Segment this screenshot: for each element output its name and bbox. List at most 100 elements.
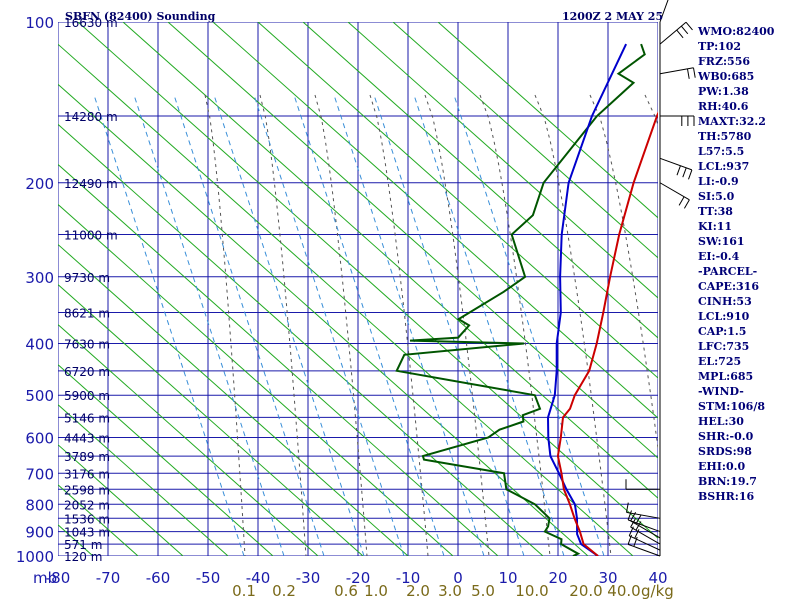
- temperature-tick-label: -70: [96, 569, 121, 587]
- dry-adiabat-line: [58, 363, 274, 556]
- dry-adiabat-line: [58, 123, 544, 556]
- temperature-tick-label: 10: [498, 569, 517, 587]
- wind-barb-flag: [626, 502, 629, 513]
- mixing-ratio-label: 40.0: [607, 582, 640, 600]
- temperature-tick-label: 20: [548, 569, 567, 587]
- index-label: EI:-0.4: [698, 250, 740, 263]
- temperature-tick-label: 30: [598, 569, 617, 587]
- pressure-tick-label: 800: [25, 496, 54, 514]
- wind-barb-flag: [688, 169, 693, 180]
- pressure-tick-label: 600: [25, 430, 54, 448]
- sounding-time: 1200Z 2 MAY 25: [562, 10, 663, 23]
- dry-adiabat-line: [392, 22, 658, 259]
- station-title: SBFN (82400) Sounding: [65, 10, 216, 23]
- pressure-unit-label: mb: [33, 569, 57, 587]
- mixing-ratio-label: 2.0: [406, 582, 430, 600]
- temperature-tick-label: -20: [346, 569, 371, 587]
- wind-barb: [659, 21, 693, 45]
- wind-barb-flag: [693, 67, 696, 78]
- temperature-tick-label: -10: [396, 569, 421, 587]
- moist-adiabat-line: [259, 94, 307, 556]
- height-label: 1536 m: [64, 512, 110, 526]
- dry-adiabat-line: [122, 22, 658, 499]
- index-label: SRDS:98: [698, 445, 752, 458]
- mixing-ratio-label: 0.6: [334, 582, 358, 600]
- mixing-ratio-label: 5.0: [471, 582, 495, 600]
- index-label: WMO:82400: [697, 25, 775, 38]
- index-label: LI:-0.9: [698, 175, 739, 188]
- height-label: 5146 m: [64, 411, 110, 425]
- index-label: LCL:937: [698, 160, 749, 173]
- dry-adiabat-line: [167, 22, 658, 459]
- mixing-ratio-unit: g/kg: [641, 582, 674, 600]
- index-label: MAXT:32.2: [698, 115, 766, 128]
- moist-adiabat-line: [204, 94, 246, 556]
- pressure-tick-label: 500: [25, 387, 54, 405]
- moist-adiabat-line: [314, 94, 368, 556]
- index-label: TH:5780: [698, 130, 752, 143]
- height-label: 16630 m: [64, 16, 118, 30]
- temperature-tick-label: -60: [146, 569, 171, 587]
- mixing-ratio-label: 3.0: [438, 582, 462, 600]
- moist-adiabat-line: [424, 94, 490, 556]
- index-label: -PARCEL-: [698, 265, 757, 278]
- mixing-ratio-label: 0.2: [272, 582, 296, 600]
- index-label: -WIND-: [698, 385, 744, 398]
- height-label: 120 m: [64, 550, 102, 564]
- index-label: CAPE:316: [698, 280, 759, 293]
- dry-adiabat-line: [58, 83, 589, 556]
- dry-adiabat-line: [212, 22, 658, 419]
- wind-barb: [659, 67, 696, 79]
- wind-barb-shaft: [659, 157, 693, 171]
- dry-adiabat-line: [437, 22, 658, 219]
- wind-barb: [659, 157, 693, 180]
- temperature-tick-label: -40: [246, 569, 271, 587]
- height-label: 2052 m: [64, 498, 110, 512]
- wind-barb-flag: [681, 25, 689, 35]
- parcel-profile-line: [546, 43, 628, 556]
- wind-barb-flag: [687, 68, 690, 79]
- wind-barb-shaft: [659, 21, 687, 45]
- index-label: SHR:-0.0: [698, 430, 754, 443]
- index-label: SW:161: [698, 235, 745, 248]
- height-label: 2598 m: [64, 483, 110, 497]
- height-label: 3176 m: [64, 467, 110, 481]
- dewpoint-profile-line: [395, 43, 646, 556]
- index-label: SI:5.0: [698, 190, 735, 203]
- index-label: EL:725: [698, 355, 741, 368]
- index-label: TP:102: [698, 40, 741, 53]
- wind-barb-flag: [634, 529, 640, 539]
- mixing-ratio-label: 0.1: [232, 582, 256, 600]
- dry-adiabat-line: [58, 163, 499, 556]
- wind-barb-flag: [678, 196, 685, 206]
- wind-barb-shaft: [628, 535, 661, 551]
- dry-adiabat-line: [257, 22, 658, 379]
- dry-adiabat-line: [302, 22, 658, 339]
- temperature-tick-label: -50: [196, 569, 221, 587]
- index-label: RH:40.6: [698, 100, 749, 113]
- index-label: FRZ:556: [698, 55, 750, 68]
- wind-barb: [627, 510, 661, 533]
- index-label: MPL:685: [698, 370, 753, 383]
- height-label: 5900 m: [64, 389, 110, 403]
- index-label: EHI:0.0: [698, 460, 745, 473]
- height-label: 14280 m: [64, 110, 118, 124]
- dry-adiabat-line: [58, 404, 229, 556]
- dry-adiabat-line: [58, 283, 364, 556]
- height-label: 3789 m: [64, 450, 110, 464]
- index-label: STM:106/8: [698, 400, 765, 413]
- index-label: TT:38: [698, 205, 733, 218]
- mixing-ratio-label: 10.0: [515, 582, 548, 600]
- dry-adiabat-line: [58, 243, 409, 556]
- index-label: LCL:910: [698, 310, 750, 323]
- moist-adiabat-line: [479, 94, 551, 556]
- wind-barb-flag: [683, 199, 690, 209]
- dry-adiabat-line: [77, 22, 658, 539]
- index-label: PW:1.38: [698, 85, 749, 98]
- wind-barb-shaft: [627, 519, 661, 533]
- wind-barb-flag: [633, 536, 638, 547]
- temperature-tick-label: -30: [296, 569, 321, 587]
- height-label: 4443 m: [64, 432, 110, 446]
- index-label: HEL:30: [698, 415, 744, 428]
